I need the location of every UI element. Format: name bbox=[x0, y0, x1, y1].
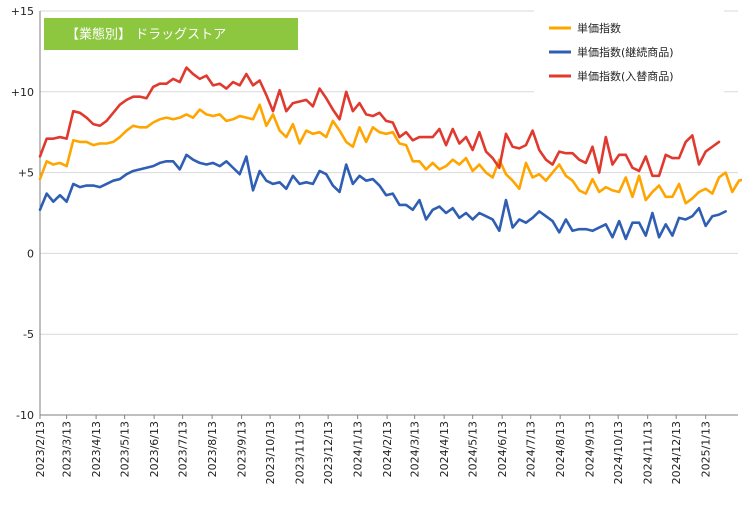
x-tick-label: 2024/1/13 bbox=[352, 421, 365, 477]
x-tick-label: 2023/6/13 bbox=[148, 421, 161, 477]
y-tick-label: +10 bbox=[11, 86, 34, 99]
chart-title-box: 【業態別】 ドラッグストア bbox=[44, 18, 298, 50]
x-tick-label: 2023/7/13 bbox=[177, 421, 190, 477]
x-tick-label: 2023/10/13 bbox=[264, 421, 277, 484]
x-tick-label: 2023/2/13 bbox=[34, 421, 47, 477]
y-tick-label: +5 bbox=[18, 167, 34, 180]
x-tick-label: 2023/4/13 bbox=[90, 421, 103, 477]
x-tick-label: 2023/12/13 bbox=[322, 421, 335, 484]
legend-label: 単価指数(継続商品) bbox=[577, 45, 674, 59]
legend-label: 単価指数 bbox=[577, 21, 621, 35]
series-line-2 bbox=[38, 153, 727, 241]
x-tick-label: 2024/11/13 bbox=[642, 421, 655, 484]
series-line-1 bbox=[38, 103, 742, 205]
x-tick-label: 2023/11/13 bbox=[294, 421, 307, 484]
y-tick-label: -10 bbox=[16, 409, 34, 422]
x-tick-label: 2024/4/13 bbox=[438, 421, 451, 477]
x-tick-label: 2023/8/13 bbox=[206, 421, 219, 477]
x-tick-label: 2024/3/13 bbox=[409, 421, 422, 477]
x-tick-label: 2024/6/13 bbox=[496, 421, 509, 477]
series-line-3 bbox=[38, 66, 721, 178]
y-tick-label: 0 bbox=[27, 247, 34, 260]
chart-title: 【業態別】 ドラッグストア bbox=[66, 27, 226, 43]
x-tick-label: 2024/7/13 bbox=[525, 421, 538, 477]
x-tick-label: 2023/9/13 bbox=[236, 421, 249, 477]
x-tick-label: 2024/2/13 bbox=[381, 421, 394, 477]
x-tick-label: 2024/12/13 bbox=[670, 421, 683, 484]
chart-title-background bbox=[44, 18, 298, 50]
y-tick-label: -5 bbox=[23, 328, 34, 341]
legend-label: 単価指数(入替商品) bbox=[577, 69, 674, 83]
x-tick-label: 2023/5/13 bbox=[119, 421, 132, 477]
x-tick-label: 2025/1/13 bbox=[700, 421, 713, 477]
x-tick-label: 2023/3/13 bbox=[61, 421, 74, 477]
y-tick-label: +15 bbox=[11, 5, 34, 18]
x-tick-label: 2024/8/13 bbox=[554, 421, 567, 477]
series-lines bbox=[38, 66, 742, 241]
x-tick-label: 2024/5/13 bbox=[467, 421, 480, 477]
x-tick-label: 2024/10/13 bbox=[612, 421, 625, 484]
x-tick-label: 2024/9/13 bbox=[584, 421, 597, 477]
